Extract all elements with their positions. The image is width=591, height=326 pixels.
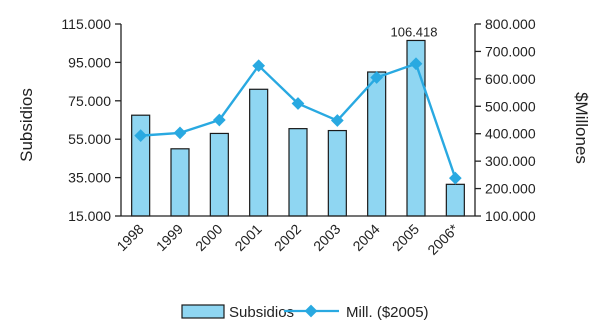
x-tick-label: 2005 [389,221,422,254]
x-tick-label: 2000 [192,221,225,254]
legend-swatch-subsidios [181,304,225,319]
legend-label-mill: Mill. ($2005) [346,304,429,321]
bar-2006 [445,183,465,217]
mill-point-1998 [134,129,148,142]
right-tick-label: 700.000 [485,43,536,59]
right-tick-label: 800.000 [485,16,536,32]
data-label: 106.418 [391,24,438,39]
right-tick-label: 600.000 [485,71,536,87]
right-tick-label: 400.000 [485,126,536,142]
mill-point-1999 [173,126,187,140]
right-tick-label: 500.000 [485,98,536,114]
left-y-axis: 15.000 35.000 55.000 75.000 95.000 115.000 [61,16,122,224]
x-axis: 1998 1999 2000 2001 2002 2003 2004 2005 2006* [113,215,475,258]
left-tick-label: 35.000 [68,170,111,186]
right-tick-label: 200.000 [485,181,536,197]
x-tick-label: 2001 [231,221,264,254]
legend: Subsidios Mill. ($2005) [181,304,429,321]
x-tick-label: 2002 [271,221,304,254]
x-tick-label: 2003 [310,221,343,254]
mill-point-2005 [409,57,423,71]
right-tick-label: 100.000 [485,208,536,224]
bar-2003 [327,129,347,217]
bar-2004 [367,71,387,217]
mill-point-2004 [370,71,384,84]
x-tick-label: 2006* [424,220,462,258]
bar-1999 [170,148,190,217]
mill-line-series [134,57,462,185]
left-tick-label: 75.000 [68,93,111,109]
x-tick-label: 1999 [153,221,186,254]
legend-swatch-marker [304,304,318,318]
left-tick-label: 95.000 [68,54,111,70]
bar-2001 [249,88,269,217]
mill-point-2002 [291,97,305,110]
left-axis-label: Subsidios [17,88,36,162]
mill-point-2000 [212,113,226,127]
bar-2002 [288,128,308,217]
right-axis-label: $Millones [572,92,591,164]
x-tick-label: 1998 [113,221,146,254]
subsidios-bars [131,39,465,217]
left-tick-label: 115.000 [61,16,111,32]
x-tick-label: 2004 [349,221,382,254]
left-tick-label: 15.000 [68,208,111,224]
left-tick-label: 55.000 [68,131,111,147]
mill-point-2003 [330,114,344,127]
right-tick-label: 300.000 [485,153,536,169]
mill-point-2006 [448,171,462,185]
legend-label-subsidios: Subsidios [229,304,294,321]
annotations: 106.418 [391,24,438,39]
bar-2000 [209,132,229,217]
right-y-axis: 100.000 200.000 300.000 400.000 500.000 600.0… [474,16,536,224]
